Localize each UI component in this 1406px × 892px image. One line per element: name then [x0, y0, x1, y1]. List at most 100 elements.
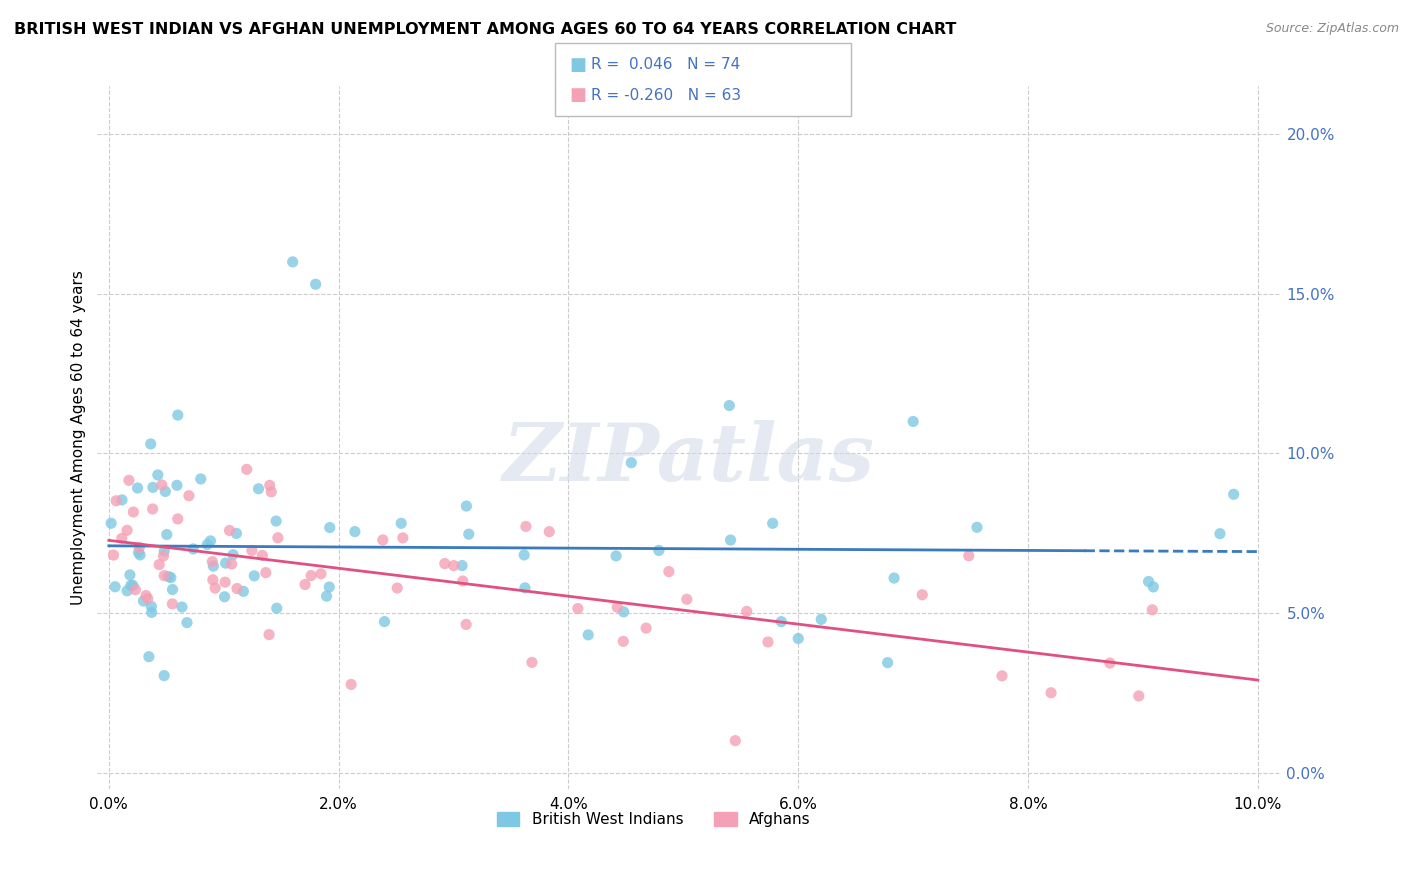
Point: [810, 612, 832, 626]
Point: [443, 558, 465, 573]
Point: [513, 581, 536, 595]
Point: [319, 520, 342, 534]
Point: [387, 581, 409, 595]
Point: [157, 569, 180, 583]
Point: [166, 512, 188, 526]
Point: [515, 519, 537, 533]
Point: [373, 615, 395, 629]
Point: [152, 549, 174, 563]
Point: [1222, 487, 1244, 501]
Point: [243, 569, 266, 583]
Point: [156, 527, 179, 541]
Text: Source: ZipAtlas.com: Source: ZipAtlas.com: [1265, 22, 1399, 36]
Point: [538, 524, 561, 539]
Point: [675, 592, 697, 607]
Point: [315, 589, 337, 603]
Point: [254, 566, 277, 580]
Text: R = -0.260   N = 63: R = -0.260 N = 63: [591, 88, 741, 103]
Point: [190, 472, 212, 486]
Point: [120, 578, 142, 592]
Point: [260, 484, 283, 499]
Point: [139, 437, 162, 451]
Point: [612, 634, 634, 648]
Point: [166, 478, 188, 492]
Point: [576, 628, 599, 642]
Point: [160, 571, 183, 585]
Point: [340, 677, 363, 691]
Point: [222, 548, 245, 562]
Point: [118, 568, 141, 582]
Point: [115, 583, 138, 598]
Point: [392, 531, 415, 545]
Point: [100, 516, 122, 531]
Point: [451, 558, 474, 573]
Point: [104, 580, 127, 594]
Point: [567, 601, 589, 615]
Point: [155, 484, 177, 499]
Point: [257, 627, 280, 641]
Point: [148, 558, 170, 572]
Point: [132, 594, 155, 608]
Point: [181, 541, 204, 556]
Legend: British West Indians, Afghans: British West Indians, Afghans: [491, 806, 817, 833]
Point: [966, 520, 988, 534]
Point: [118, 473, 141, 487]
Y-axis label: Unemployment Among Ages 60 to 64 years: Unemployment Among Ages 60 to 64 years: [72, 270, 86, 605]
Point: [605, 549, 627, 563]
Point: [1209, 526, 1232, 541]
Point: [883, 571, 905, 585]
Point: [620, 456, 643, 470]
Point: [762, 516, 785, 531]
Point: [264, 514, 287, 528]
Point: [901, 415, 924, 429]
Point: [991, 669, 1014, 683]
Point: [105, 493, 128, 508]
Point: [451, 574, 474, 588]
Point: [146, 467, 169, 482]
Point: [433, 557, 456, 571]
Point: [371, 533, 394, 547]
Point: [787, 632, 810, 646]
Point: [648, 543, 671, 558]
Point: [247, 482, 270, 496]
Point: [876, 656, 898, 670]
Point: [513, 548, 536, 562]
Point: [343, 524, 366, 539]
Point: [520, 656, 543, 670]
Point: [1128, 689, 1150, 703]
Point: [202, 559, 225, 574]
Point: [150, 478, 173, 492]
Point: [153, 668, 176, 682]
Point: [141, 606, 163, 620]
Text: BRITISH WEST INDIAN VS AFGHAN UNEMPLOYMENT AMONG AGES 60 TO 64 YEARS CORRELATION: BRITISH WEST INDIAN VS AFGHAN UNEMPLOYME…: [14, 22, 956, 37]
Point: [201, 573, 224, 587]
Point: [606, 600, 628, 615]
Point: [1142, 580, 1164, 594]
Point: [135, 589, 157, 603]
Point: [226, 582, 249, 596]
Point: [718, 399, 741, 413]
Point: [136, 591, 159, 606]
Point: [658, 565, 681, 579]
Point: [957, 549, 980, 563]
Point: [170, 599, 193, 614]
Point: [720, 533, 742, 547]
Point: [636, 621, 658, 635]
Point: [153, 568, 176, 582]
Point: [127, 481, 149, 495]
Text: R =  0.046   N = 74: R = 0.046 N = 74: [591, 57, 740, 72]
Point: [456, 499, 478, 513]
Point: [911, 588, 934, 602]
Point: [153, 544, 176, 558]
Point: [162, 582, 184, 597]
Point: [235, 462, 257, 476]
Point: [138, 649, 160, 664]
Point: [201, 555, 224, 569]
Point: [756, 635, 779, 649]
Point: [129, 548, 152, 562]
Point: [214, 590, 236, 604]
Point: [204, 581, 226, 595]
Point: [221, 557, 243, 571]
Point: [232, 584, 254, 599]
Point: [128, 545, 150, 559]
